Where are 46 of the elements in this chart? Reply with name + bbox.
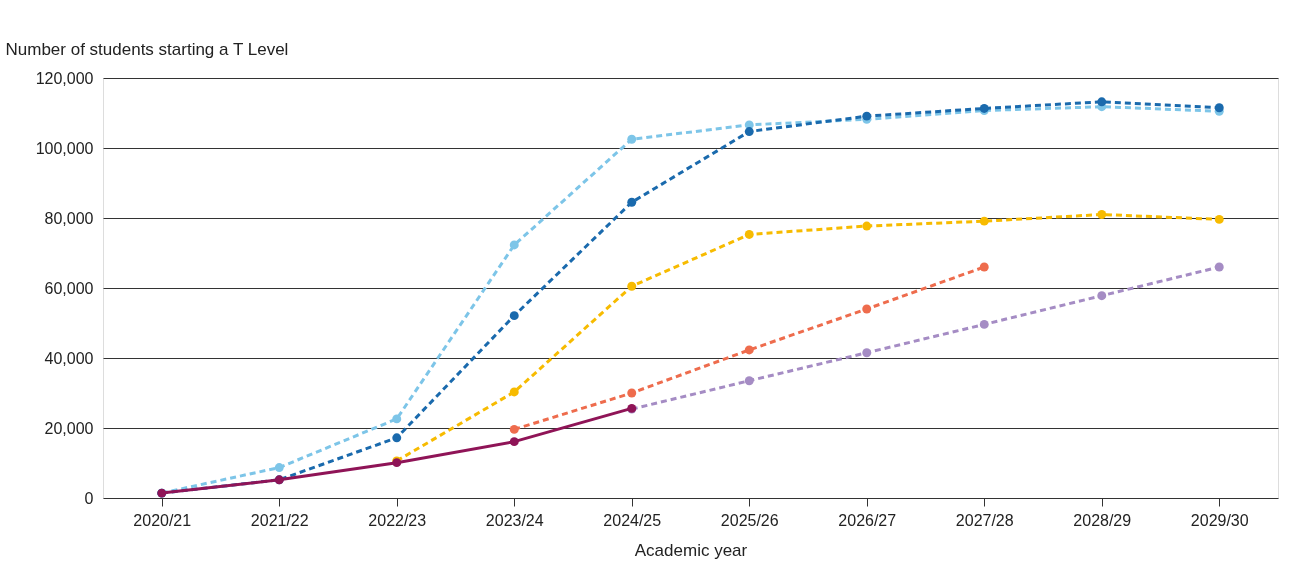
x-tick-label: 2022/23 (368, 511, 427, 529)
point (509, 387, 519, 397)
point (1214, 214, 1224, 224)
point (744, 229, 754, 239)
point (744, 127, 754, 137)
point (392, 414, 402, 424)
point (627, 281, 637, 291)
point (509, 424, 519, 434)
point (1097, 210, 1107, 219)
point (862, 221, 872, 231)
x-axis-title: Academic year (634, 540, 748, 560)
point (862, 304, 872, 314)
point (274, 463, 284, 473)
y-axis-title: Number of students starting a T Level (5, 39, 289, 59)
point (392, 433, 402, 443)
x-tick-label: 2025/26 (720, 511, 779, 529)
y-tick-label: 80,000 (44, 209, 94, 227)
y-tick-label: 120,000 (35, 69, 94, 87)
x-tick-label: 2020/21 (133, 511, 192, 529)
x-tick-label: 2023/24 (485, 511, 544, 529)
point (1097, 291, 1107, 301)
x-tick-label: 2028/29 (1073, 511, 1132, 529)
x-tick-label: 2026/27 (838, 511, 897, 529)
point (862, 348, 872, 358)
y-tick-label: 0 (84, 489, 94, 507)
point (744, 345, 754, 355)
y-tick-label: 20,000 (44, 419, 94, 437)
point (627, 134, 637, 144)
y-tick-label: 40,000 (44, 349, 94, 367)
point (627, 197, 637, 207)
point (509, 437, 519, 447)
point (979, 319, 989, 329)
point (1214, 262, 1224, 272)
x-tick-label: 2029/30 (1190, 511, 1249, 529)
y-tick-label: 100,000 (35, 139, 94, 157)
point (1097, 97, 1107, 107)
x-tick-label: 2021/22 (250, 511, 309, 529)
point (979, 262, 989, 272)
point (627, 388, 637, 398)
point (509, 240, 519, 250)
x-tick-label: 2027/28 (955, 511, 1014, 529)
x-tick-label: 2024/25 (603, 511, 662, 529)
point (744, 376, 754, 386)
point (509, 311, 519, 321)
y-tick-label: 60,000 (44, 279, 94, 297)
point (979, 216, 989, 226)
